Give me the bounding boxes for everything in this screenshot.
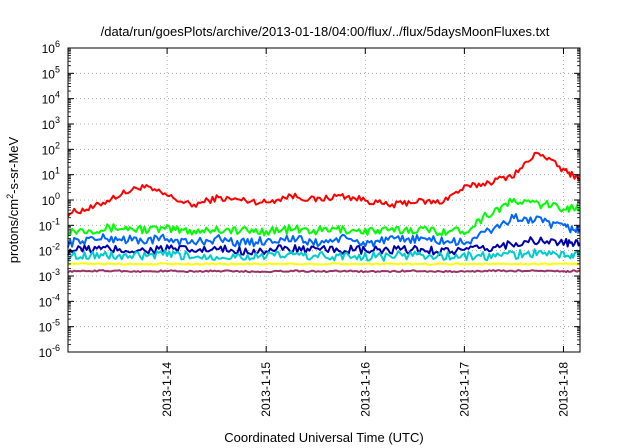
y-tick-label: 10-6 xyxy=(39,343,60,360)
x-tick-label: 2013-1-16 xyxy=(358,362,372,417)
x-tick-label: 2013-1-15 xyxy=(259,362,273,417)
series-line xyxy=(67,262,580,266)
y-tick-label: 10-3 xyxy=(39,267,60,284)
x-axis-title: Coordinated Universal Time (UTC) xyxy=(224,430,423,445)
series-line xyxy=(67,213,581,248)
x-tick-label: 2013-1-18 xyxy=(556,362,570,417)
series-line xyxy=(67,197,581,237)
chart-title: /data/run/goesPlots/archive/2013-01-18/0… xyxy=(101,24,550,39)
series-line xyxy=(67,248,581,262)
y-tick-label: 10-1 xyxy=(39,216,60,233)
y-tick-label: 102 xyxy=(42,140,60,157)
y-axis-title-suffix: -s-sr-MeV xyxy=(6,136,21,193)
y-tick-label: 100 xyxy=(42,191,60,208)
y-tick-label: 103 xyxy=(42,115,60,132)
series-line xyxy=(67,236,581,256)
y-tick-label: 105 xyxy=(42,64,60,81)
y-axis-title-prefix: protons/cm xyxy=(6,199,21,263)
x-tick-label: 2013-1-17 xyxy=(457,362,471,417)
x-axis: 2013-1-14 2013-1-15 2013-1-16 2013-1-17 2013… xyxy=(160,48,570,417)
y-tick-label: 10-5 xyxy=(39,318,60,335)
series-line xyxy=(67,269,581,274)
data-lines xyxy=(67,151,581,274)
y-axis: 106 105 104 103 102 101 100 10-1 10-2 10-3 10-4 10-… xyxy=(39,39,580,360)
y-tick-label: 101 xyxy=(42,166,60,183)
x-tick-label: 2013-1-14 xyxy=(160,362,174,417)
y-axis-title-sup: 2 xyxy=(5,194,15,199)
y-tick-label: 106 xyxy=(42,39,60,56)
series-line xyxy=(67,151,581,218)
y-tick-label: 104 xyxy=(42,90,60,107)
y-tick-label: 10-4 xyxy=(39,292,60,309)
y-tick-label: 10-2 xyxy=(39,242,60,259)
y-axis-title: protons/cm2-s-sr-MeV xyxy=(5,136,21,263)
